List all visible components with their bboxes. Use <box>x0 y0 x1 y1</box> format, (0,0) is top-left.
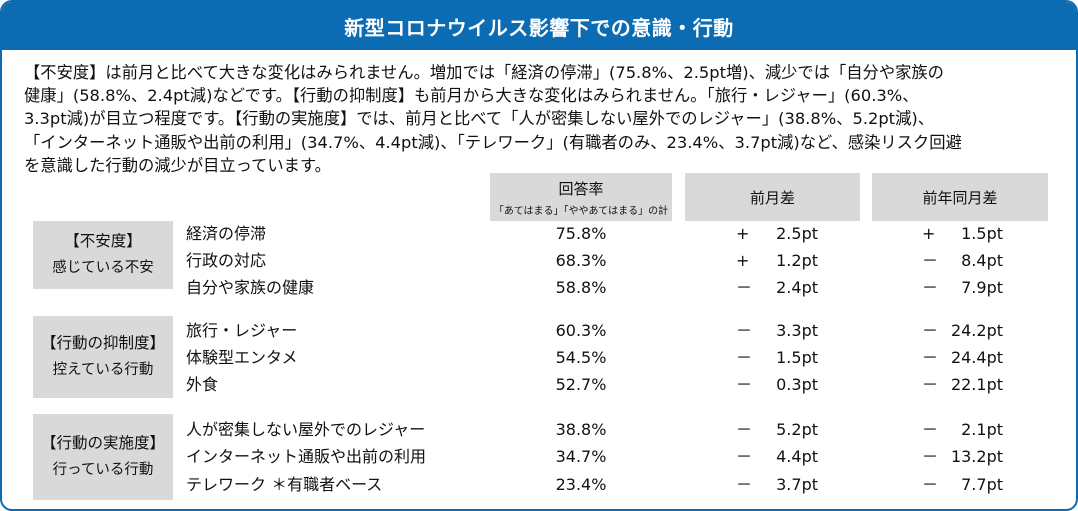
row-rate: 54.5% <box>555 348 607 367</box>
row-yoy-sign: － <box>922 447 939 466</box>
row-yoy-sign: － <box>922 321 939 340</box>
category-subtitle: 行っている行動 <box>52 462 154 478</box>
table-row: 行政の対応 68.3% + 1.2pt － 8.4pt <box>2 248 1076 274</box>
row-rate: 68.3% <box>555 251 607 270</box>
row-rate: 58.8% <box>555 278 607 297</box>
row-yoy-value: 1.5pt <box>961 224 1003 243</box>
table-row: 旅行・レジャー 60.3% － 3.3pt － 24.2pt <box>2 318 1076 344</box>
table-row: 経済の停滞 75.8% + 2.5pt + 1.5pt <box>2 221 1076 247</box>
row-mom-sign: － <box>736 375 753 394</box>
row-yoy-value: 8.4pt <box>961 251 1003 270</box>
row-mom-value: 0.3pt <box>776 375 818 394</box>
row-rate: 34.7% <box>555 447 607 466</box>
row-mom-value: 2.5pt <box>776 224 818 243</box>
table-row: テレワーク ＊有職者ベース 23.4% － 3.7pt － 7.7pt <box>2 472 1076 498</box>
row-yoy-sign: － <box>922 348 939 367</box>
column-header-rate-note: 「あてはまる」「ややあてはまる」の計 <box>493 205 669 217</box>
row-mom-value: 3.7pt <box>776 475 818 494</box>
row-mom-value: 4.4pt <box>776 447 818 466</box>
row-rate: 75.8% <box>555 224 607 243</box>
row-yoy-value: 2.1pt <box>961 420 1003 439</box>
category-restraint: 【行動の抑制度】 控えている行動 <box>33 316 173 398</box>
row-mom-value: 3.3pt <box>776 321 818 340</box>
table-row: 自分や家族の健康 58.8% － 2.4pt － 7.9pt <box>2 275 1076 301</box>
row-yoy-value: 7.7pt <box>961 475 1003 494</box>
column-header-rate: 回答率 「あてはまる」「ややあてはまる」の計 <box>490 173 672 221</box>
row-mom-sign: + <box>736 224 750 243</box>
row-yoy-sign: － <box>922 420 939 439</box>
category-title: 【行動の抑制度】 <box>40 334 165 352</box>
table-row: 人が密集しない屋外でのレジャー 38.8% － 5.2pt － 2.1pt <box>2 417 1076 443</box>
column-header-yoy-label: 前年同月差 <box>922 188 998 207</box>
row-rate: 38.8% <box>555 420 607 439</box>
row-mom-value: 1.2pt <box>776 251 818 270</box>
column-header-mom-label: 前月差 <box>749 188 795 207</box>
row-yoy-value: 24.2pt <box>950 321 1003 340</box>
row-mom-sign: － <box>736 321 753 340</box>
column-header-yoy: 前年同月差 <box>872 173 1048 221</box>
row-yoy-sign: + <box>922 224 936 243</box>
row-mom-sign: － <box>736 348 753 367</box>
row-mom-value: 5.2pt <box>776 420 818 439</box>
row-yoy-value: 22.1pt <box>950 375 1003 394</box>
column-header-mom: 前月差 <box>685 173 860 221</box>
row-rate: 52.7% <box>555 375 607 394</box>
row-mom-sign: － <box>736 420 753 439</box>
category-subtitle: 感じている不安 <box>52 260 154 276</box>
row-yoy-sign: － <box>922 375 939 394</box>
row-label: テレワーク ＊有職者ベース <box>186 475 383 494</box>
column-header-rate-label: 回答率 <box>558 179 604 198</box>
row-rate: 23.4% <box>555 475 607 494</box>
row-mom-sign: + <box>736 251 750 270</box>
row-mom-value: 1.5pt <box>776 348 818 367</box>
row-label: 経済の停滞 <box>186 224 267 243</box>
category-implementation: 【行動の実施度】 行っている行動 <box>33 414 173 500</box>
row-label: 体験型エンタメ <box>186 348 298 367</box>
panel-title: 新型コロナウイルス影響下での意識・行動 <box>2 2 1076 50</box>
row-label: 行政の対応 <box>186 251 267 270</box>
row-mom-value: 2.4pt <box>776 278 818 297</box>
category-anxiety: 【不安度】 感じている不安 <box>33 221 173 289</box>
table-row: 体験型エンタメ 54.5% － 1.5pt － 24.4pt <box>2 345 1076 371</box>
row-yoy-sign: － <box>922 475 939 494</box>
row-yoy-value: 24.4pt <box>950 348 1003 367</box>
row-label: 旅行・レジャー <box>186 321 298 340</box>
category-subtitle: 控えている行動 <box>52 362 154 378</box>
row-yoy-sign: － <box>922 251 939 270</box>
row-label: 外食 <box>186 375 219 394</box>
category-title: 【不安度】 <box>64 232 142 250</box>
row-mom-sign: － <box>736 278 753 297</box>
row-yoy-sign: － <box>922 278 939 297</box>
row-yoy-value: 13.2pt <box>950 447 1003 466</box>
row-label: 人が密集しない屋外でのレジャー <box>186 420 426 439</box>
row-yoy-value: 7.9pt <box>961 278 1003 297</box>
category-title: 【行動の実施度】 <box>40 434 165 452</box>
table-row: 外食 52.7% － 0.3pt － 22.1pt <box>2 372 1076 398</box>
row-mom-sign: － <box>736 447 753 466</box>
summary-text: 【不安度】は前月と比べて大きな変化はみられません。増加では「経済の停滞」(75.… <box>24 63 962 175</box>
row-label: インターネット通販や出前の利用 <box>186 447 427 466</box>
table-row: インターネット通販や出前の利用 34.7% － 4.4pt － 13.2pt <box>2 444 1076 470</box>
row-label: 自分や家族の健康 <box>186 278 315 297</box>
row-mom-sign: － <box>736 475 753 494</box>
row-rate: 60.3% <box>555 321 607 340</box>
